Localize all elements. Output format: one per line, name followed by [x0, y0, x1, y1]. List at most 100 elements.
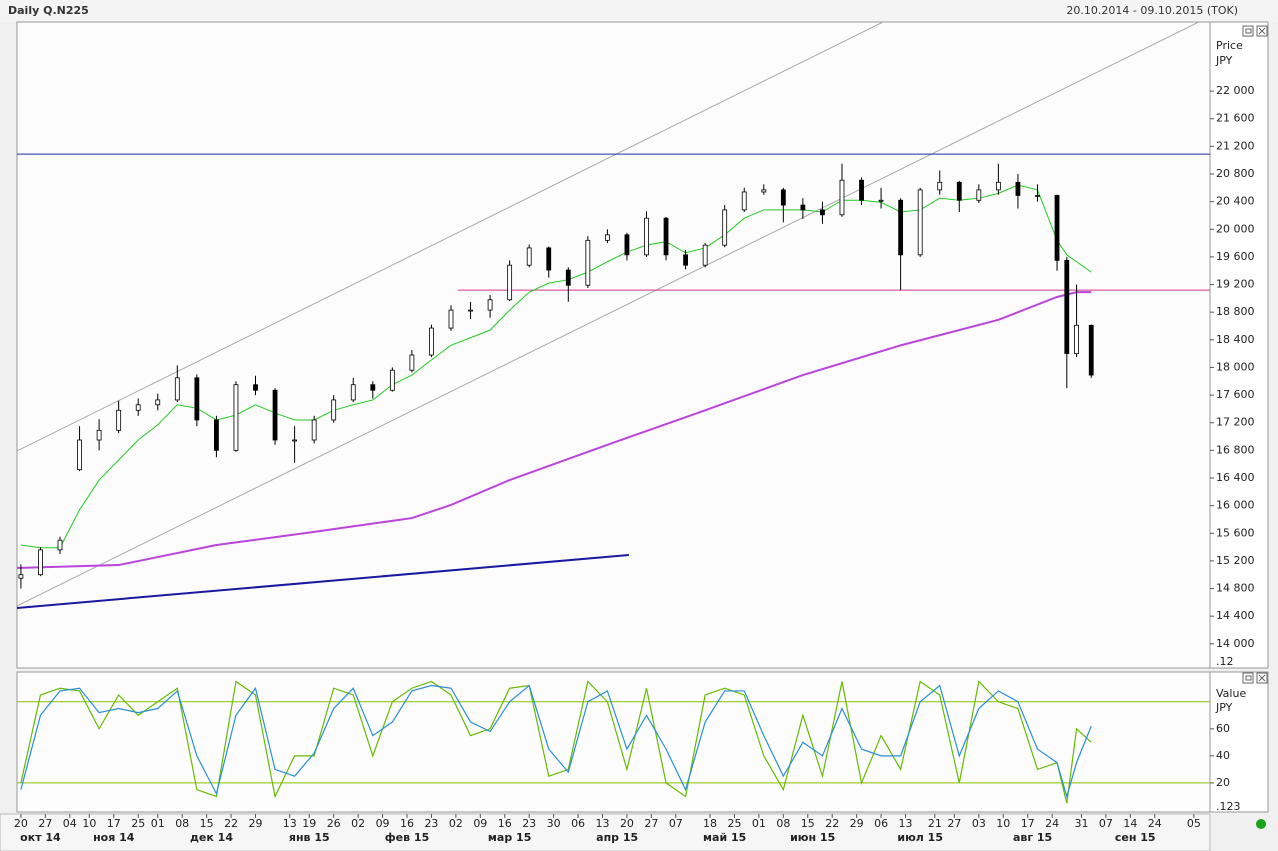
candle-body — [57, 539, 63, 551]
y-tick-label: 16 000 — [1216, 499, 1255, 512]
y-tick-label: 17 600 — [1216, 388, 1255, 401]
candle-body — [429, 327, 434, 356]
candle-body — [233, 384, 239, 451]
oscillator-panel — [16, 671, 1211, 813]
x-tick-label: 16 — [498, 817, 512, 830]
candle-body — [917, 189, 923, 256]
candle-body — [800, 204, 806, 211]
candle-body — [878, 199, 884, 202]
month-label: дек 14 — [190, 831, 233, 844]
month-label: мар 15 — [488, 831, 531, 844]
candle-body — [1015, 181, 1021, 196]
candle-body — [839, 179, 845, 216]
candle-body — [96, 429, 102, 441]
x-tick-label: 04 — [63, 817, 77, 830]
candle-body — [859, 179, 864, 201]
x-tick-label: 09 — [473, 817, 487, 830]
x-tick-label: 17 — [1021, 817, 1035, 830]
x-tick-label: 19 — [302, 817, 316, 830]
candle-body — [174, 377, 180, 401]
oscillator-line — [20, 684, 1092, 799]
y-axis-title: Value — [1216, 687, 1246, 700]
candle-body — [272, 389, 278, 441]
x-tick-label: 13 — [283, 817, 297, 830]
x-tick-label: 26 — [327, 817, 341, 830]
candle-body — [468, 309, 473, 312]
title-bar — [0, 0, 1278, 22]
candle-body — [898, 199, 904, 256]
candle-body — [507, 264, 513, 301]
x-tick-label: 30 — [547, 817, 561, 830]
close-icon — [1258, 674, 1266, 682]
y-tick-label: 20 800 — [1216, 167, 1255, 180]
x-tick-label: 29 — [249, 817, 263, 830]
x-tick-label: 01 — [752, 817, 766, 830]
candle-body — [741, 191, 747, 211]
date-axis-area — [0, 813, 1211, 851]
x-tick-label: 17 — [107, 817, 121, 830]
candle-body — [370, 384, 376, 391]
status-dot — [1256, 819, 1266, 829]
trend-line — [17, 22, 1199, 607]
candle-body — [409, 354, 415, 371]
date-range: 20.10.2014 - 09.10.2015 (TOK) — [1066, 4, 1238, 17]
month-label: июл 15 — [897, 831, 943, 844]
candle-body — [663, 217, 669, 256]
close-icon — [1258, 27, 1266, 35]
candle-body — [389, 369, 395, 391]
month-label: июн 15 — [790, 831, 835, 844]
x-tick-label: 08 — [776, 817, 790, 830]
x-tick-label: 24 — [1148, 817, 1162, 830]
oscillator-axis-area — [1209, 671, 1269, 813]
month-label: май 15 — [703, 831, 746, 844]
y-axis-title: Price — [1216, 39, 1243, 52]
plot-area — [17, 22, 1210, 609]
candle-body — [526, 247, 532, 266]
candle-body — [194, 377, 200, 421]
restore-button[interactable] — [1242, 672, 1254, 684]
x-tick-label: 05 — [1187, 817, 1201, 830]
x-tick-label: 06 — [874, 817, 888, 830]
x-tick-label: 06 — [571, 817, 585, 830]
plot-area — [17, 680, 1210, 804]
y-tick-label: 14 800 — [1216, 582, 1255, 595]
candle-body — [702, 244, 708, 266]
x-tick-label: 07 — [1099, 817, 1113, 830]
x-tick-label: 24 — [1045, 817, 1059, 830]
x-tick-label: 15 — [801, 817, 815, 830]
candle-body — [38, 549, 43, 576]
candle-body — [644, 217, 649, 256]
candle-body — [565, 269, 571, 286]
candle-body — [448, 309, 454, 329]
y-tick-label: 14 400 — [1216, 609, 1255, 622]
y-tick-label: 20 — [1216, 776, 1230, 789]
x-tick-label: 27 — [38, 817, 52, 830]
chart-title: Daily Q.N225 — [8, 4, 89, 17]
x-tick-label: 07 — [669, 817, 683, 830]
candle-body — [722, 209, 728, 246]
candle-body — [18, 574, 24, 579]
x-tick-label: 09 — [376, 817, 390, 830]
candle-body — [1035, 195, 1040, 197]
candle-body — [820, 209, 825, 216]
x-tick-label: 02 — [449, 817, 463, 830]
x-tick-label: 13 — [596, 817, 610, 830]
candle-body — [1088, 324, 1094, 376]
y-tick-label: 18 400 — [1216, 333, 1255, 346]
month-label: апр 15 — [596, 831, 638, 844]
restore-icon — [1245, 675, 1252, 681]
candle-body — [956, 181, 962, 201]
y-axis-unit: JPY — [1215, 701, 1233, 714]
panel-buttons[interactable] — [1242, 25, 1268, 684]
y-tick-label: 20 000 — [1216, 222, 1255, 235]
restore-button[interactable] — [1242, 25, 1254, 37]
x-tick-label: 01 — [151, 817, 165, 830]
candle-body — [585, 239, 591, 286]
month-label: окт 14 — [20, 831, 61, 844]
x-tick-label: 20 — [14, 817, 28, 830]
candle-body — [937, 181, 943, 191]
y-tick-label: 21 200 — [1216, 139, 1255, 152]
trend-line — [17, 22, 884, 452]
x-tick-label: 27 — [644, 817, 658, 830]
